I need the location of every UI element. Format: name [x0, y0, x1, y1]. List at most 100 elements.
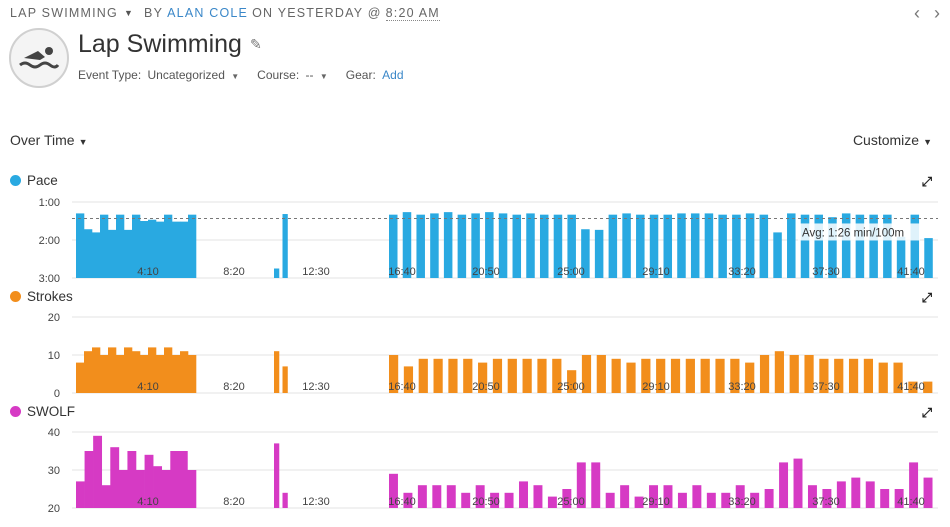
chart-bar[interactable] — [553, 214, 563, 278]
customize-dropdown[interactable]: Customize ▼ — [853, 132, 932, 148]
chart-bar[interactable] — [84, 229, 93, 278]
chart-bar[interactable] — [416, 214, 425, 278]
chart-bar[interactable] — [732, 214, 741, 278]
chart-bar[interactable] — [164, 214, 173, 278]
chart-bar[interactable] — [596, 355, 606, 393]
chart-bar[interactable] — [539, 214, 549, 278]
chart-bar[interactable] — [172, 221, 181, 278]
chart-bar[interactable] — [92, 232, 101, 278]
chart-bar[interactable] — [670, 358, 681, 393]
chart-bar[interactable] — [471, 213, 480, 278]
chart-bar[interactable] — [512, 214, 522, 278]
chart-bar[interactable] — [526, 213, 535, 278]
chart-bar[interactable] — [274, 268, 280, 279]
chart-bar[interactable] — [663, 485, 673, 508]
chart-bar[interactable] — [118, 470, 128, 508]
chart-bar[interactable] — [93, 435, 103, 508]
chart-bar[interactable] — [124, 229, 133, 278]
chart-bar[interactable] — [537, 358, 547, 393]
chart-bar[interactable] — [663, 214, 673, 278]
chart-bar[interactable] — [448, 358, 458, 393]
chart-bar[interactable] — [909, 462, 919, 508]
chart-bar[interactable] — [718, 214, 727, 278]
chart-bar[interactable] — [132, 214, 141, 278]
chart-bar[interactable] — [622, 213, 631, 278]
chart-bar[interactable] — [92, 347, 101, 393]
chart-bar[interactable] — [692, 485, 702, 508]
chart-bar[interactable] — [834, 358, 844, 393]
chart-bar[interactable] — [446, 485, 456, 508]
over-time-dropdown[interactable]: Over Time ▼ — [10, 132, 88, 148]
chart-bar[interactable] — [110, 447, 120, 508]
chart-bar[interactable] — [389, 355, 399, 393]
chart-bar[interactable] — [140, 221, 149, 278]
course-selector[interactable]: Course: -- ▼ — [257, 68, 328, 82]
chart-bar[interactable] — [567, 214, 576, 278]
chart-bar[interactable] — [178, 451, 188, 508]
chart-bar[interactable] — [591, 462, 601, 508]
chart-bar[interactable] — [180, 351, 189, 393]
chart-bar[interactable] — [76, 362, 85, 393]
chart-bar[interactable] — [910, 214, 920, 278]
chart-bar[interactable] — [136, 470, 145, 508]
chart-bar[interactable] — [800, 214, 810, 278]
chart-bar[interactable] — [581, 355, 592, 393]
chart-bar[interactable] — [492, 358, 503, 393]
chart-bar[interactable] — [750, 492, 760, 508]
chart-bar[interactable] — [865, 481, 875, 508]
chart-bar[interactable] — [576, 462, 586, 508]
chart-bar[interactable] — [552, 358, 562, 393]
chart-bar[interactable] — [389, 214, 398, 278]
chart-bar[interactable] — [594, 229, 604, 278]
chart-bar[interactable] — [649, 214, 659, 278]
chart-bar[interactable] — [153, 466, 163, 508]
chart-bar[interactable] — [677, 213, 686, 278]
chart-bar[interactable] — [745, 362, 755, 393]
chart-bar[interactable] — [547, 496, 557, 508]
chart-bar[interactable] — [188, 214, 197, 278]
chart-bar[interactable] — [156, 221, 165, 278]
chart-bar[interactable] — [690, 213, 700, 278]
expand-icon[interactable]: ⤢ — [921, 405, 932, 420]
chart-bar[interactable] — [896, 236, 906, 278]
chart-bar[interactable] — [626, 362, 636, 393]
chart-bar[interactable] — [611, 358, 621, 393]
chart-bar[interactable] — [641, 358, 651, 393]
activity-type-label[interactable]: Lap Swimming — [10, 6, 118, 20]
chart-bar[interactable] — [498, 213, 508, 278]
pace-legend[interactable]: Pace — [10, 173, 58, 188]
chart-bar[interactable] — [924, 238, 933, 278]
chart-bar[interactable] — [789, 355, 799, 393]
chart-bar[interactable] — [869, 214, 878, 278]
pencil-icon[interactable]: ✎ — [249, 36, 262, 52]
chart-bar[interactable] — [735, 485, 745, 508]
chart-bar[interactable] — [274, 443, 280, 508]
chart-bar[interactable] — [402, 212, 412, 278]
chart-bar[interactable] — [504, 492, 514, 508]
chart-bar[interactable] — [634, 496, 644, 508]
chart-bar[interactable] — [417, 485, 427, 508]
chart-bar[interactable] — [403, 492, 413, 508]
chart-bar[interactable] — [188, 355, 197, 393]
chart-bar[interactable] — [807, 485, 817, 508]
add-gear-link[interactable]: Add — [382, 68, 404, 82]
expand-icon[interactable]: ⤢ — [921, 174, 932, 189]
chart-bar[interactable] — [841, 213, 851, 278]
chart-bar[interactable] — [116, 214, 125, 278]
chart-bar[interactable] — [108, 229, 117, 278]
chart-bar[interactable] — [745, 213, 755, 278]
event-type-selector[interactable]: Event Type: Uncategorized ▼ — [78, 68, 239, 82]
chart-bar[interactable] — [863, 358, 874, 393]
chart-bar[interactable] — [581, 229, 590, 278]
expand-icon[interactable]: ⤢ — [921, 290, 932, 305]
chart-bar[interactable] — [127, 451, 137, 508]
chart-bar[interactable] — [461, 492, 471, 508]
chart-bar[interactable] — [764, 489, 774, 508]
chart-bar[interactable] — [700, 358, 710, 393]
chart-bar[interactable] — [116, 355, 125, 393]
chart-bar[interactable] — [140, 355, 149, 393]
chart-bar[interactable] — [156, 355, 165, 393]
chart-bar[interactable] — [773, 232, 782, 278]
chart-bar[interactable] — [132, 351, 141, 393]
chart-bar[interactable] — [759, 214, 769, 278]
